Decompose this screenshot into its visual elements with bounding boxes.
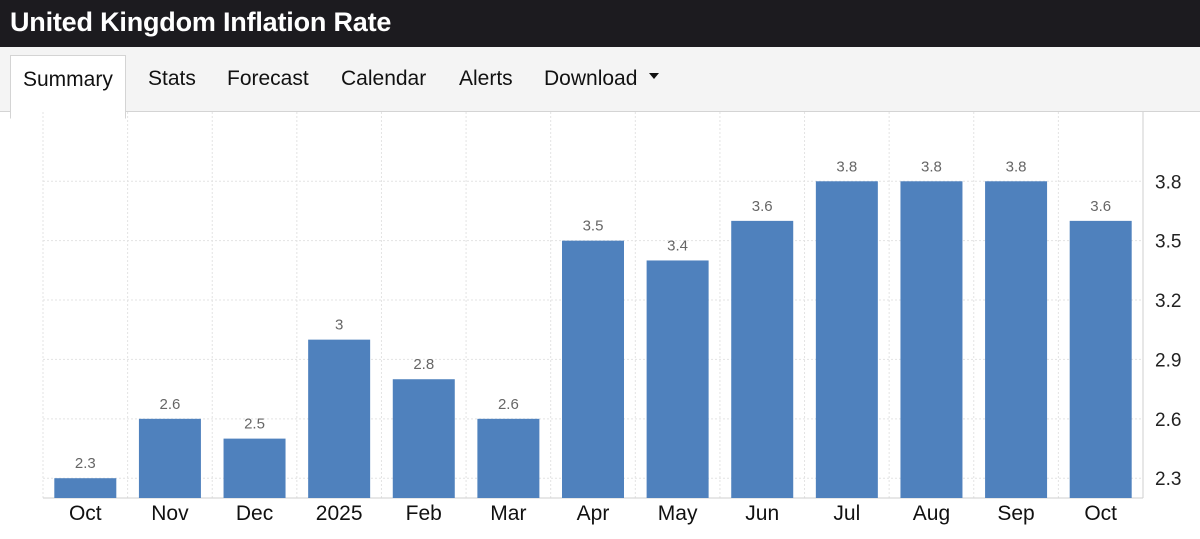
y-tick-label: 3.8 [1155,172,1181,193]
page-header: United Kingdom Inflation Rate [0,0,1200,47]
x-tick-label: Sep [997,502,1034,525]
x-tick-label: Jul [833,502,860,525]
bar-value-label: 3.6 [1090,198,1111,215]
tab-download-label: Download [544,67,638,90]
page-title: United Kingdom Inflation Rate [10,7,392,37]
tab-download[interactable]: Download [544,47,660,111]
bar [646,260,709,498]
y-tick-label: 2.6 [1155,410,1181,431]
bar-value-label: 3.8 [836,158,857,175]
bar [223,438,286,498]
chart-value-labels: 2.3 2.6 2.5 3 2.8 2.6 3.5 3.4 3.6 3.8 3.8 3.8 3.6 [75,158,1111,472]
x-tick-label: Oct [1084,502,1117,525]
bar [1069,220,1132,498]
bar-value-label: 3.8 [1006,158,1027,175]
bar [562,240,624,498]
bar [54,478,117,498]
bar-value-label: 3 [335,317,343,334]
bar-value-label: 3.4 [667,237,688,254]
bar-value-label: 3.8 [921,158,942,175]
tab-alerts[interactable]: Alerts [459,67,513,90]
tab-stats[interactable]: Stats [148,67,196,90]
bar [985,181,1048,499]
tab-forecast[interactable]: Forecast [227,67,309,90]
x-tick-label: 2025 [316,502,363,525]
x-tick-label: Apr [577,502,610,525]
bar [815,181,878,499]
y-tick-label: 3.5 [1155,232,1181,253]
bar [731,220,794,498]
tab-bar: Summary Stats Forecast Calendar Alerts D… [0,47,1200,119]
x-tick-label: Mar [490,502,526,525]
x-tick-label: Feb [406,502,442,525]
bar-value-label: 2.5 [244,416,265,433]
x-tick-label: Oct [69,502,102,525]
y-tick-label: 2.3 [1155,469,1181,490]
bar-value-label: 2.8 [413,356,434,373]
x-tick-label: Jun [745,502,779,525]
caret-down-icon [649,73,660,80]
bar [477,418,540,498]
tab-calendar[interactable]: Calendar [341,67,427,90]
y-tick-label: 3.2 [1155,291,1181,312]
tab-summary[interactable]: Summary [10,55,126,119]
x-tick-label: May [658,502,698,525]
bar-value-label: 3.6 [752,198,773,215]
bar [308,339,371,498]
bar-value-label: 2.6 [498,396,519,413]
bar [392,379,455,498]
bar-value-label: 3.5 [583,218,604,235]
x-tick-label: Nov [151,502,189,525]
bar [138,418,201,498]
bar-value-label: 2.3 [75,455,96,472]
bar-value-label: 2.6 [159,396,180,413]
chart-y-labels: 2.3 2.6 2.9 3.2 3.5 3.8 [1155,172,1181,490]
bar [900,181,963,499]
chart-x-labels: Oct Nov Dec 2025 Feb Mar Apr May Jun Jul Aug Sep Oct [69,502,1117,525]
x-tick-label: Aug [913,502,950,525]
y-tick-label: 2.9 [1155,350,1181,371]
chart-bars [54,181,1132,499]
x-tick-label: Dec [236,502,273,525]
